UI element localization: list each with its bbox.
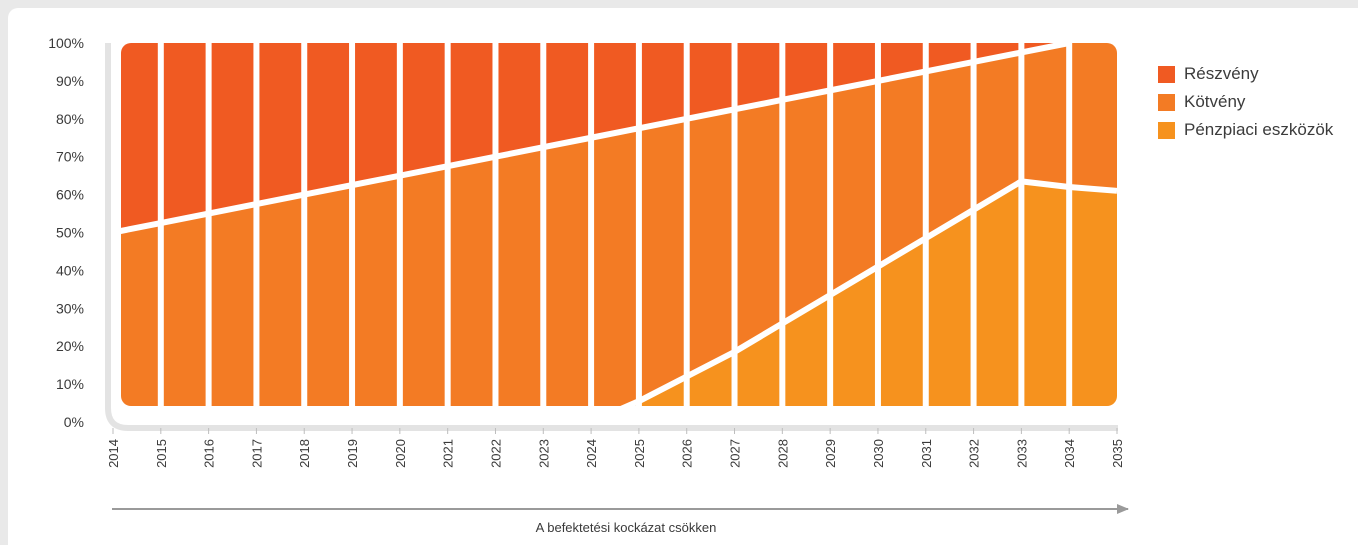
- y-tick-label: 70%: [56, 149, 84, 165]
- x-axis-title: A befektetési kockázat csökken: [536, 520, 717, 535]
- legend-label-penzpiaci: Pénzpiaci eszközök: [1184, 120, 1334, 139]
- glide-path-chart: 0% 10% 20% 30% 40% 50% 60% 70% 80% 90% 100% 2014 201…: [48, 35, 1129, 535]
- y-tick-label: 50%: [56, 225, 84, 241]
- x-tick-label: 2030: [871, 439, 886, 468]
- legend-label-kotveny: Kötvény: [1184, 92, 1246, 111]
- x-tick-label: 2029: [823, 439, 838, 468]
- area-reszveny: [121, 43, 1117, 233]
- legend-item-penzpiaci: Pénzpiaci eszközök: [1158, 116, 1333, 144]
- x-tick-label: 2018: [297, 439, 312, 468]
- y-tick-label: 60%: [56, 187, 84, 203]
- chart-panel: 0% 10% 20% 30% 40% 50% 60% 70% 80% 90% 100% 2014 201…: [8, 8, 1358, 545]
- boundary-reszveny-kotveny: [112, 40, 1070, 236]
- legend-item-reszveny: Részvény: [1158, 60, 1333, 88]
- area-kotveny: [121, 43, 1117, 406]
- x-tick-label: 2016: [202, 439, 217, 468]
- x-tick-label: 2019: [345, 439, 360, 468]
- y-tick-label: 30%: [56, 300, 84, 316]
- axis-frame: [105, 43, 1118, 431]
- x-tick-label: 2026: [680, 439, 695, 468]
- y-tick-label: 100%: [48, 35, 84, 51]
- x-tick-label: 2027: [728, 439, 743, 468]
- y-tick-label: 90%: [56, 73, 84, 89]
- x-tick-label: 2014: [106, 439, 121, 468]
- x-tick-label: 2021: [441, 439, 456, 468]
- x-tick-label: 2015: [154, 439, 169, 468]
- x-tick-label: 2024: [584, 439, 599, 468]
- x-tick-label: 2020: [393, 439, 408, 468]
- legend: Részvény Kötvény Pénzpiaci eszközök: [1158, 60, 1333, 144]
- x-tick-label: 2022: [488, 439, 503, 468]
- x-tick-label: 2032: [967, 439, 982, 468]
- x-tick-label: 2031: [919, 439, 934, 468]
- y-tick-label: 10%: [56, 376, 84, 392]
- boundary-kotveny-penzpiaci: [589, 178, 1118, 425]
- legend-swatch-penzpiaci: [1158, 121, 1175, 139]
- y-tick-label: 0%: [64, 414, 84, 430]
- x-tick-label: 2025: [632, 439, 647, 468]
- legend-label-reszveny: Részvény: [1184, 64, 1259, 83]
- y-tick-label: 20%: [56, 338, 84, 354]
- legend-swatch-reszveny: [1158, 65, 1175, 83]
- x-tick-label: 2017: [249, 439, 264, 468]
- area-penzpiaci: [121, 181, 1117, 406]
- x-tick-label: 2023: [536, 439, 551, 468]
- x-tick-label: 2035: [1110, 439, 1125, 468]
- y-tick-label: 80%: [56, 111, 84, 127]
- legend-swatch-kotveny: [1158, 93, 1175, 111]
- x-tick-label: 2034: [1062, 439, 1077, 468]
- legend-item-kotveny: Kötvény: [1158, 88, 1333, 116]
- y-tick-label: 40%: [56, 262, 84, 278]
- x-tick-label: 2033: [1014, 439, 1029, 468]
- x-tick-label: 2028: [775, 439, 790, 468]
